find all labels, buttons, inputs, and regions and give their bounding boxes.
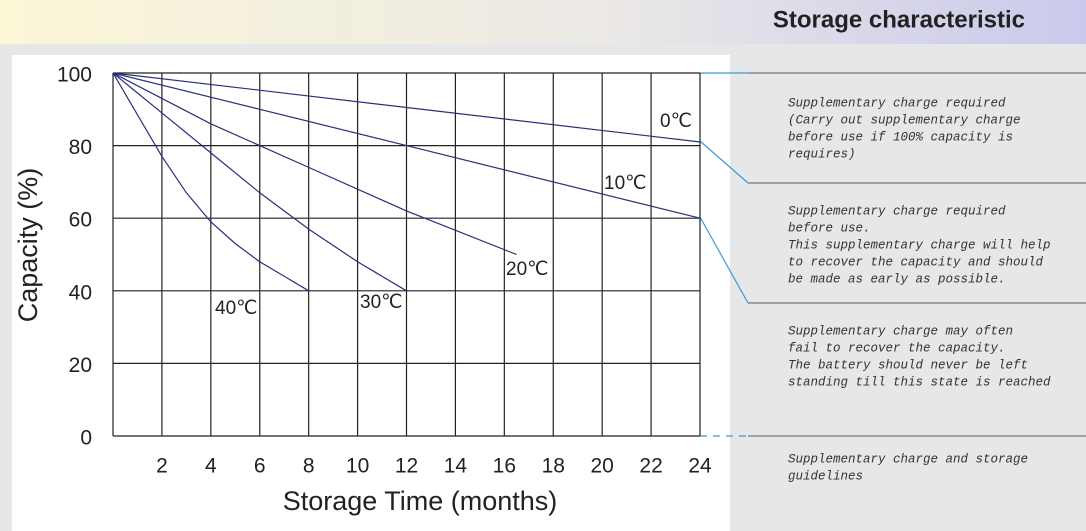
x-tick-label: 4: [205, 455, 217, 478]
y-tick-label: 20: [69, 354, 92, 377]
y-tick-label: 100: [57, 64, 92, 87]
annotation-line: standing till this state is reached: [788, 375, 1051, 389]
x-tick-label: 6: [254, 455, 266, 478]
series-line: [112, 72, 701, 219]
series-label: 20℃: [506, 259, 548, 280]
annotation-line: fail to recover the capacity.: [788, 341, 1006, 355]
annotation-line: Supplementary charge required: [788, 204, 1006, 218]
x-tick-label: 16: [493, 455, 516, 478]
y-tick-label: 60: [69, 209, 92, 232]
y-axis-label: Capacity (%): [13, 168, 43, 323]
annotation-line: Supplementary charge required: [788, 96, 1006, 110]
annotation-line: before use.: [788, 221, 871, 235]
series-label: 30℃: [360, 292, 402, 313]
x-tick-label: 12: [395, 455, 418, 478]
series-label: 40℃: [215, 298, 257, 319]
series-line: [112, 72, 701, 143]
x-tick-label: 10: [346, 455, 369, 478]
header-band: [0, 0, 1086, 44]
y-tick-label: 40: [69, 281, 92, 304]
series-line: [112, 72, 309, 292]
x-tick-label: 18: [542, 455, 565, 478]
annotation-line: requires): [788, 147, 856, 161]
annotation-line: be made as early as possible.: [788, 272, 1006, 286]
x-tick-label: 20: [590, 455, 613, 478]
series-label: 10℃: [604, 173, 646, 194]
series-line: [112, 72, 517, 256]
annotation-line: Supplementary charge may often: [788, 324, 1013, 338]
y-tick-label: 0: [80, 427, 92, 450]
x-tick-label: 22: [639, 455, 662, 478]
x-tick-label: 14: [444, 455, 468, 478]
x-axis-label: Storage Time (months): [283, 486, 558, 516]
guide-lines: [699, 72, 1086, 437]
annotation-line: The battery should never be left: [788, 358, 1028, 372]
connector: [699, 216, 749, 304]
series-line: [112, 72, 407, 292]
chart-panel: [12, 55, 730, 531]
annotation-line: before use if 100% capacity is: [788, 130, 1013, 144]
connector: [699, 140, 749, 184]
x-tick-label: 8: [303, 455, 315, 478]
annotation-line: (Carry out supplementary charge: [788, 113, 1021, 127]
annotation-line: to recover the capacity and should: [788, 255, 1044, 269]
annotation-line: Supplementary charge and storage: [788, 452, 1028, 466]
x-tick-label: 2: [156, 455, 168, 478]
chart-title: Storage characteristic: [773, 6, 1025, 33]
series-label: 0℃: [660, 111, 692, 132]
annotation-line: guidelines: [788, 469, 863, 483]
x-tick-label: 24: [688, 455, 712, 478]
annotation-line: This supplementary charge will help: [788, 238, 1051, 252]
y-tick-label: 80: [69, 136, 92, 159]
